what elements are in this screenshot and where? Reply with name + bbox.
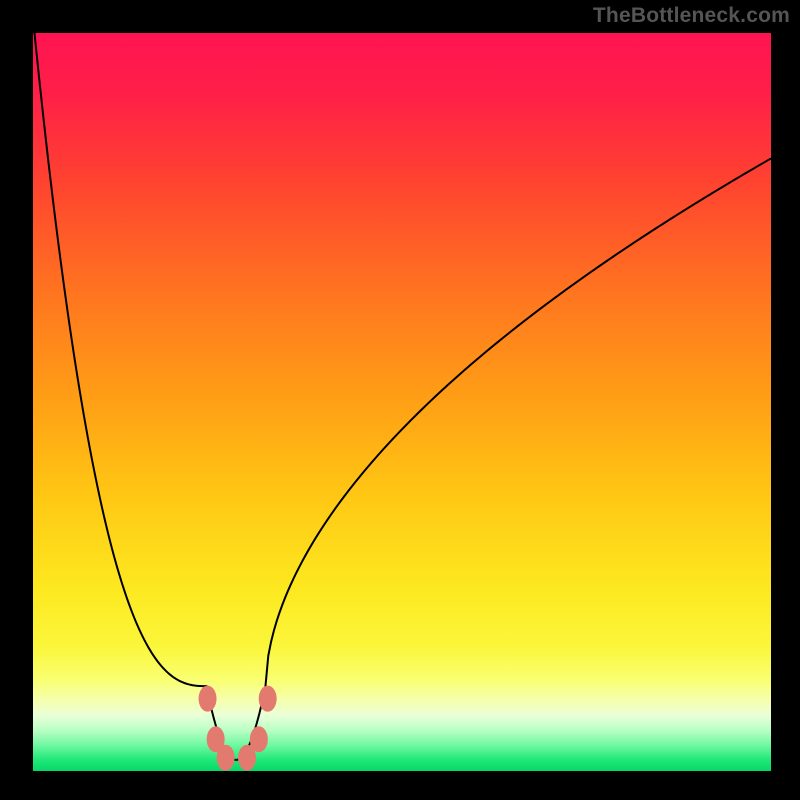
curve-marker <box>259 686 277 712</box>
chart-svg <box>33 33 771 771</box>
curve-marker <box>250 726 268 752</box>
watermark-text: TheBottleneck.com <box>593 4 790 28</box>
gradient-background <box>33 33 771 771</box>
curve-marker <box>199 686 217 712</box>
plot-area <box>33 33 771 771</box>
curve-marker <box>217 745 235 771</box>
